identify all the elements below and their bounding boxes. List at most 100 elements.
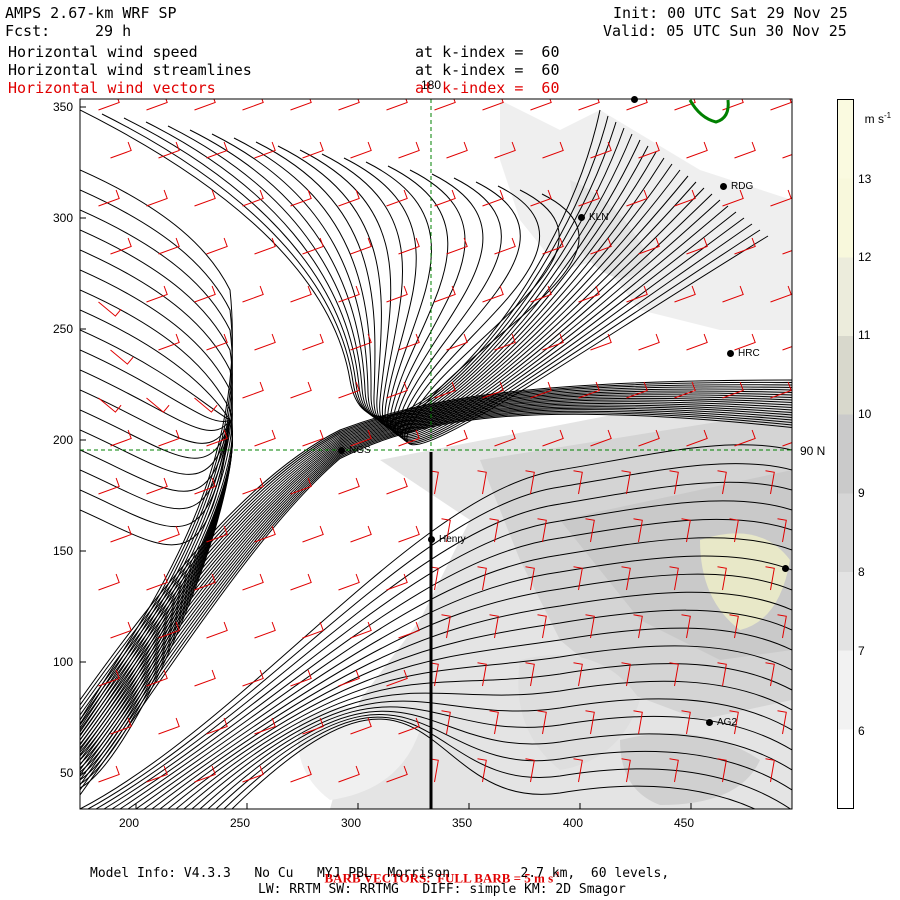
wind-barb — [674, 285, 696, 303]
wind-barb — [398, 237, 420, 255]
wind-barb — [542, 429, 564, 447]
wind-barb — [146, 573, 168, 591]
wind-barb — [254, 429, 276, 447]
wind-barb — [590, 237, 612, 255]
wind-barb — [290, 669, 312, 687]
y-tick-label: 250 — [53, 322, 74, 336]
wind-barb — [158, 621, 180, 639]
streamline — [401, 185, 753, 443]
streamline — [80, 399, 792, 751]
wind-barb — [494, 333, 516, 351]
wind-barb — [158, 429, 180, 447]
station-label-ngs: NGS — [349, 445, 371, 456]
barb-legend: BARB VECTORS: FULL BARB = 5 m s-1 — [318, 849, 560, 886]
station-marker — [428, 536, 435, 543]
wind-barb — [110, 621, 132, 639]
wind-barb — [386, 381, 408, 399]
wind-barb — [398, 525, 420, 543]
streamlines — [80, 109, 792, 809]
wind-barb — [254, 333, 276, 351]
wind-barb — [290, 189, 312, 207]
colorbar-tick-label: 6 — [858, 724, 865, 738]
colorbar-tick-label: 8 — [858, 565, 865, 579]
wind-barb — [477, 566, 487, 591]
station-label-ag2: AG2 — [717, 717, 738, 728]
wind-barb — [686, 333, 708, 351]
wind-barb — [626, 285, 648, 303]
wind-barb — [194, 669, 216, 687]
streamline — [135, 573, 792, 809]
wind-barb — [441, 710, 451, 735]
station-marker — [706, 719, 713, 726]
wind-barb — [722, 381, 744, 399]
x-tick-label: 450 — [674, 816, 695, 830]
init-time: Init: 00 UTC Sat 29 Nov 25 — [613, 4, 848, 22]
station-marker — [727, 350, 734, 357]
wind-barb — [158, 141, 180, 159]
field-streamlines-level: at k-index = 60 — [415, 61, 560, 79]
wind-barb — [302, 717, 324, 735]
x-tick-label: 300 — [341, 816, 362, 830]
station-marker — [720, 183, 727, 190]
wind-barb — [206, 525, 228, 543]
y-tick-label: 50 — [60, 766, 74, 780]
wind-barb — [621, 662, 631, 687]
wind-barb — [782, 250, 792, 255]
wind-barb — [158, 525, 180, 543]
streamline — [277, 145, 673, 430]
wind-barb — [489, 518, 499, 543]
x-tick-label: 350 — [452, 816, 473, 830]
streamline — [175, 663, 792, 809]
wind-barb — [98, 669, 120, 687]
wind-barb — [633, 614, 643, 639]
wind-barb — [242, 477, 264, 495]
wind-barb — [530, 189, 552, 207]
station-label-hrc: HRC — [738, 348, 760, 359]
streamline — [80, 394, 792, 736]
wind-barb — [537, 614, 547, 639]
wind-barb — [98, 573, 120, 591]
wind-barb — [302, 333, 324, 351]
wind-barb — [254, 237, 276, 255]
streamline — [80, 397, 792, 746]
wind-barb — [206, 141, 228, 159]
wind-barb — [338, 189, 360, 207]
wind-barb — [669, 566, 679, 591]
wind-barb — [669, 662, 679, 687]
wind-barb — [765, 566, 775, 591]
wind-barb — [669, 758, 679, 783]
streamline — [80, 388, 792, 721]
wind-barb — [206, 333, 228, 351]
wind-barb — [206, 717, 228, 735]
wind-barb — [729, 614, 739, 639]
wind-barb — [734, 429, 756, 447]
wind-barb — [98, 189, 120, 207]
streamline — [127, 555, 792, 809]
wind-barb — [146, 285, 168, 303]
wind-barb — [350, 237, 372, 255]
wind-barb — [338, 285, 360, 303]
wind-barb — [674, 381, 696, 399]
wind-barb — [146, 99, 168, 111]
wind-barb — [782, 154, 792, 159]
streamline — [80, 401, 792, 756]
colorbar-tick-label: 7 — [858, 644, 865, 658]
wind-barb — [633, 518, 643, 543]
wind-barb — [350, 525, 372, 543]
wind-barb — [290, 765, 312, 783]
wind-barb — [194, 573, 216, 591]
station-label-henry: Henry — [439, 534, 466, 545]
wind-barb — [302, 429, 324, 447]
wind-barbs — [98, 99, 792, 783]
wind-barb — [386, 765, 408, 783]
wind-barb — [350, 429, 372, 447]
wind-barb — [477, 758, 487, 783]
streamline — [299, 149, 681, 431]
wind-barb — [434, 99, 456, 111]
field-wind-vectors: Horizontal wind vectors — [8, 79, 216, 97]
wind-barb — [254, 717, 276, 735]
wind-barb — [638, 429, 660, 447]
wind-barb — [770, 381, 792, 399]
streamline — [95, 481, 792, 809]
y-tick-label: 100 — [53, 655, 74, 669]
